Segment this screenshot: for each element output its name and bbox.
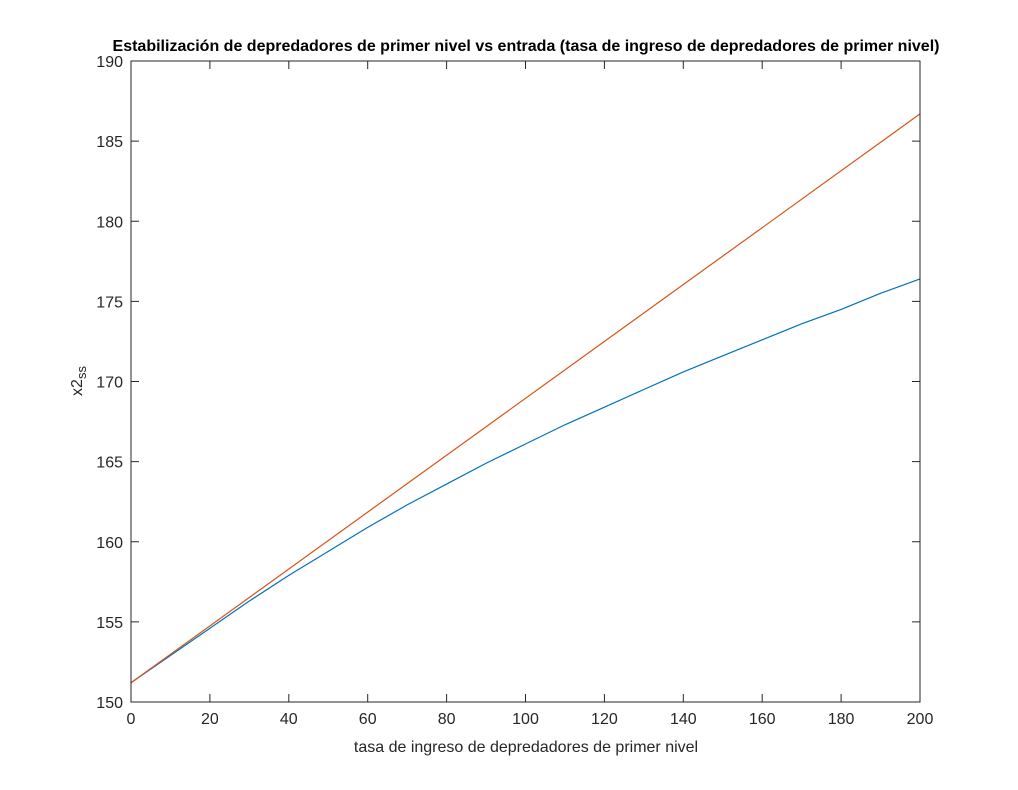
series-layer <box>130 113 921 684</box>
y-axis-label-base: x2 <box>69 379 86 396</box>
x-tick-label: 60 <box>359 711 377 728</box>
y-tick-label: 150 <box>96 695 123 712</box>
y-tick-label: 190 <box>96 54 123 71</box>
chart-title: Estabilización de depredadores de primer… <box>113 38 940 55</box>
x-axis-label: tasa de ingreso de depredadores de prime… <box>354 739 698 756</box>
y-tick-label: 175 <box>96 294 123 311</box>
x-tick-label: 0 <box>127 711 136 728</box>
x-tick-label: 120 <box>591 711 618 728</box>
x-tick-label: 160 <box>749 711 776 728</box>
y-tick-label: 165 <box>96 455 123 472</box>
y-tick-label: 185 <box>96 134 123 151</box>
x-tick-label: 40 <box>280 711 298 728</box>
x-tick-label: 140 <box>670 711 697 728</box>
tick-layer: 0 20 40 60 80 100 120 140 160 180 200 150 155 160 165 1… <box>96 54 933 728</box>
y-axis-label: x2ss <box>69 366 89 396</box>
y-tick-label: 160 <box>96 535 123 552</box>
y-tick-label: 155 <box>96 615 123 632</box>
x-tick-label: 80 <box>438 711 456 728</box>
x-tick-label: 20 <box>201 711 219 728</box>
series-line-1 <box>130 278 921 684</box>
plot-area <box>131 61 920 702</box>
y-tick-label: 170 <box>96 375 123 392</box>
x-tick-label: 180 <box>828 711 855 728</box>
x-tick-label: 100 <box>512 711 539 728</box>
y-tick-label: 180 <box>96 214 123 231</box>
series-line-2 <box>130 113 921 684</box>
x-tick-label: 200 <box>907 711 934 728</box>
y-axis-label-subscript: ss <box>74 366 89 380</box>
